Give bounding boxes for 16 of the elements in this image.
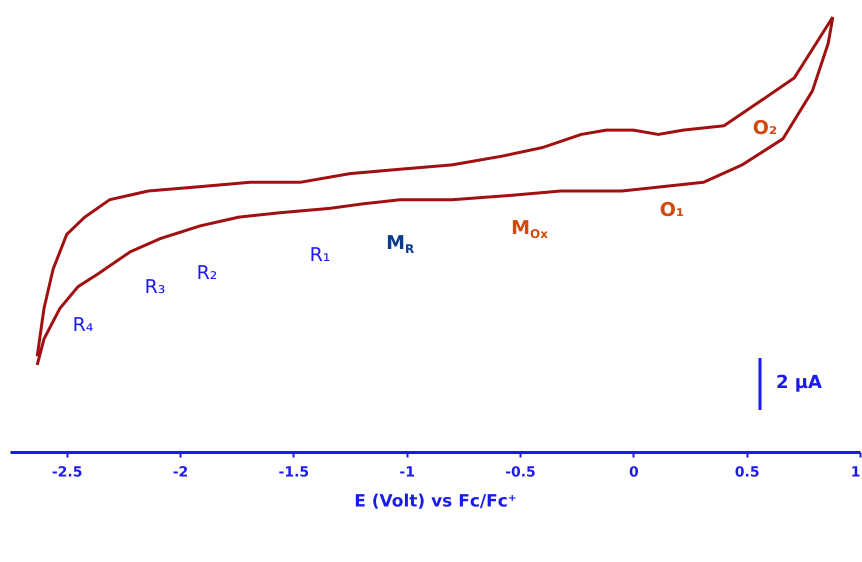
x-tick-label: -0.5 (505, 464, 536, 480)
x-tick-label: 1 (850, 464, 860, 480)
x-tick-label: -2 (172, 464, 188, 480)
x-tick-label: -2.5 (52, 464, 82, 480)
annotation: 2 μA (776, 372, 822, 393)
x-tick-label: -1.5 (278, 464, 310, 480)
annotation: O₂ (752, 117, 778, 139)
x-axis-title: E (Volt) vs Fc/Fc⁺ (354, 492, 517, 512)
annotation: R₂ (196, 262, 218, 284)
annotation: R₁ (310, 244, 330, 266)
annotation: R₄ (72, 314, 94, 336)
x-tick-label: -1 (399, 464, 415, 480)
annotation: R₃ (144, 276, 166, 298)
x-tick-label: 0 (628, 464, 639, 480)
annotation: O₁ (660, 199, 684, 221)
x-tick-label: 0.5 (734, 464, 760, 480)
